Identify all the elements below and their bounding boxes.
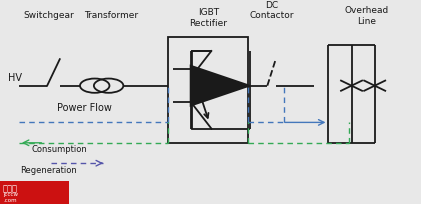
Text: Regeneration: Regeneration: [20, 166, 77, 175]
Text: IGBT
Rectifier: IGBT Rectifier: [189, 8, 227, 28]
FancyBboxPatch shape: [0, 181, 69, 204]
Text: HV: HV: [8, 72, 21, 83]
Text: 巨车网: 巨车网: [2, 184, 17, 193]
Text: Power Flow: Power Flow: [57, 103, 112, 113]
Text: Overhead
Line: Overhead Line: [344, 6, 389, 26]
Text: Transformer: Transformer: [85, 11, 139, 20]
Bar: [168, 37, 248, 143]
Polygon shape: [191, 66, 250, 106]
Text: Switchgear: Switchgear: [23, 11, 74, 20]
Text: DC
Contactor: DC Contactor: [249, 1, 294, 20]
Text: Consumption: Consumption: [31, 145, 87, 154]
Text: jcccw
.com: jcccw .com: [3, 192, 19, 203]
